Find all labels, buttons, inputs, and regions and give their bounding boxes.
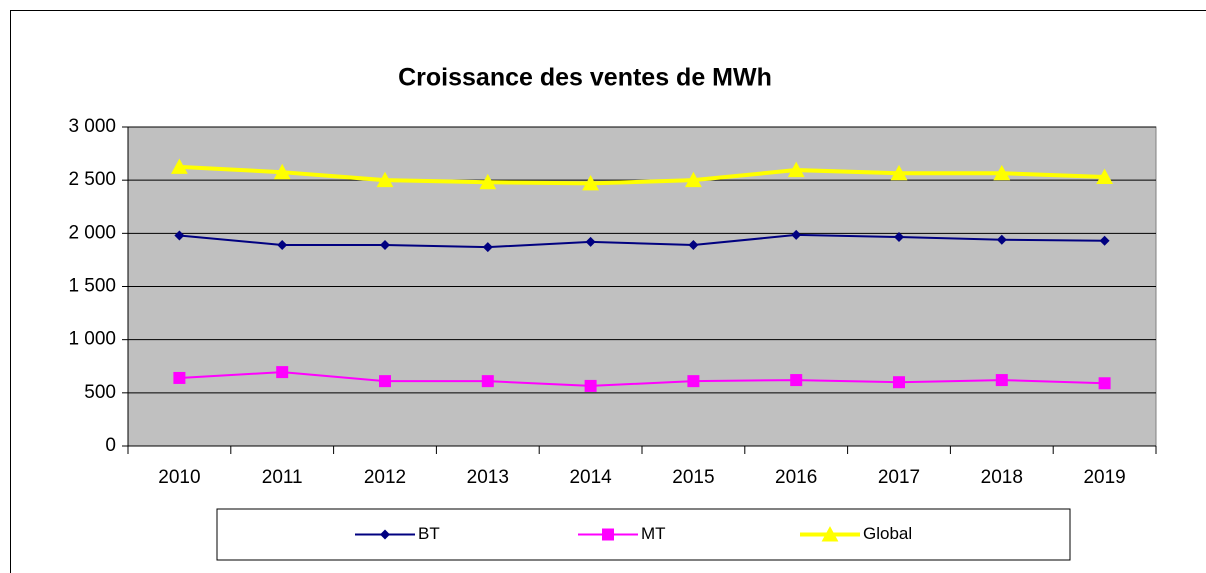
x-tick-label: 2010 [158,467,200,488]
marker [893,376,905,389]
marker [482,242,493,253]
marker [582,174,599,191]
marker [379,375,391,388]
x-tick-label: 2018 [981,467,1023,488]
y-tick-label: 2 500 [68,169,116,190]
x-tick-label: 2011 [262,467,303,488]
series-line [179,371,1105,387]
x-tick-label: 2015 [672,467,714,488]
marker [890,164,908,181]
marker [174,230,185,241]
marker [380,529,390,540]
marker [481,375,494,388]
marker [688,240,699,251]
marker [171,158,188,174]
marker [602,528,614,541]
marker [791,229,802,240]
legend-label: MT [641,524,666,543]
marker [585,236,596,247]
y-tick-label: 2 000 [68,222,116,243]
x-tick-label: 2013 [467,467,509,488]
marker [1098,377,1111,390]
y-tick-label: 1 000 [68,329,116,350]
marker [376,171,394,188]
marker [894,232,904,243]
marker [821,526,839,542]
series-line [179,164,1105,186]
marker [1099,235,1110,246]
x-tick-label: 2012 [364,467,406,488]
legend-label: Global [863,524,912,543]
marker [993,164,1011,181]
chart-title: Croissance des ventes de MWh [398,64,772,92]
marker [584,379,597,392]
x-tick-label: 2016 [775,467,817,488]
marker [687,375,700,388]
marker [276,366,289,379]
marker [173,371,186,384]
y-tick-label: 500 [84,382,116,403]
y-tick-label: 1 500 [68,276,116,297]
marker [277,240,288,251]
marker [479,173,497,190]
marker [790,374,803,387]
legend-label: BT [418,524,440,543]
y-tick-label: 3 000 [68,116,116,137]
marker [996,234,1007,245]
marker [1096,168,1113,184]
series-line [179,233,1105,249]
marker [380,240,390,251]
x-tick-label: 2019 [1083,467,1125,488]
marker [787,161,805,178]
marker [685,171,702,188]
x-tick-label: 2017 [878,467,920,488]
y-tick-label: 0 [105,435,116,456]
x-tick-label: 2014 [569,467,612,488]
marker [995,374,1008,387]
marker [273,163,291,180]
